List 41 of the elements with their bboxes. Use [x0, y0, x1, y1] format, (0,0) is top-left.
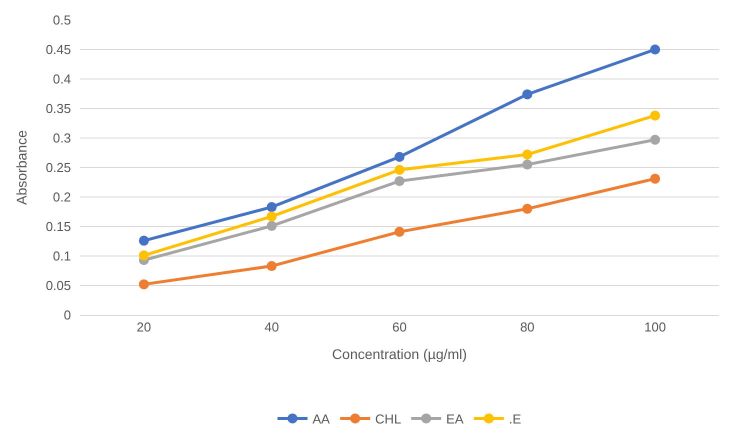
point	[394, 152, 404, 162]
x-tick-label: 20	[136, 320, 152, 335]
x-tick-label: 60	[392, 320, 407, 335]
point	[522, 160, 532, 170]
y-tick-label: 0	[64, 308, 71, 323]
y-tick-label: 0.15	[46, 219, 71, 234]
point	[138, 236, 149, 246]
point	[522, 204, 532, 214]
point	[650, 134, 660, 145]
y-tick-label: 0.45	[46, 42, 71, 58]
point	[650, 174, 660, 184]
y-tick-label: 0.05	[46, 278, 71, 294]
point	[394, 226, 404, 237]
legend-label: EA	[446, 412, 464, 427]
point	[522, 89, 532, 100]
legend-label: AA	[312, 412, 330, 427]
y-tick-label: 0.35	[46, 101, 71, 116]
point	[394, 164, 404, 175]
point	[138, 250, 149, 260]
y-tick-label: 0.1	[52, 248, 71, 264]
point	[650, 110, 660, 121]
point	[522, 150, 532, 160]
point	[138, 279, 149, 290]
x-tick-label: 80	[520, 320, 535, 335]
legend-label: CHL	[375, 412, 402, 427]
y-tick-label: 0.2	[52, 190, 71, 205]
x-tick-label: 100	[644, 320, 666, 335]
point	[266, 211, 277, 222]
x-axis-title: Concentration (µg/ml)	[332, 346, 467, 362]
point	[266, 202, 277, 212]
point	[394, 176, 404, 186]
y-tick-label: 0.25	[46, 160, 71, 176]
legend-label: .E	[508, 412, 522, 427]
point	[266, 261, 277, 272]
y-tick-label: 0.4	[52, 72, 71, 87]
y-axis-title: Absorbance	[13, 130, 30, 205]
point	[266, 220, 277, 231]
point	[650, 44, 660, 54]
y-tick-label: 0.5	[52, 12, 71, 28]
y-tick-label: 0.3	[52, 130, 71, 146]
x-tick-label: 40	[264, 320, 279, 335]
